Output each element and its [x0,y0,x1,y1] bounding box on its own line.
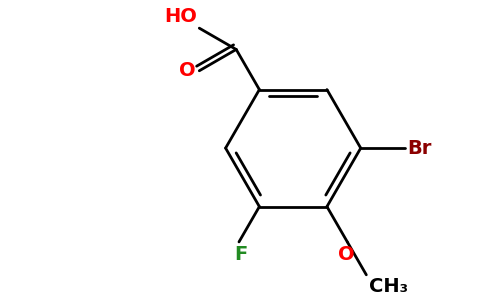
Text: F: F [234,245,247,264]
Text: HO: HO [165,7,197,26]
Text: Br: Br [408,139,432,158]
Text: O: O [179,61,196,80]
Text: CH₃: CH₃ [369,277,408,296]
Text: O: O [338,245,355,264]
